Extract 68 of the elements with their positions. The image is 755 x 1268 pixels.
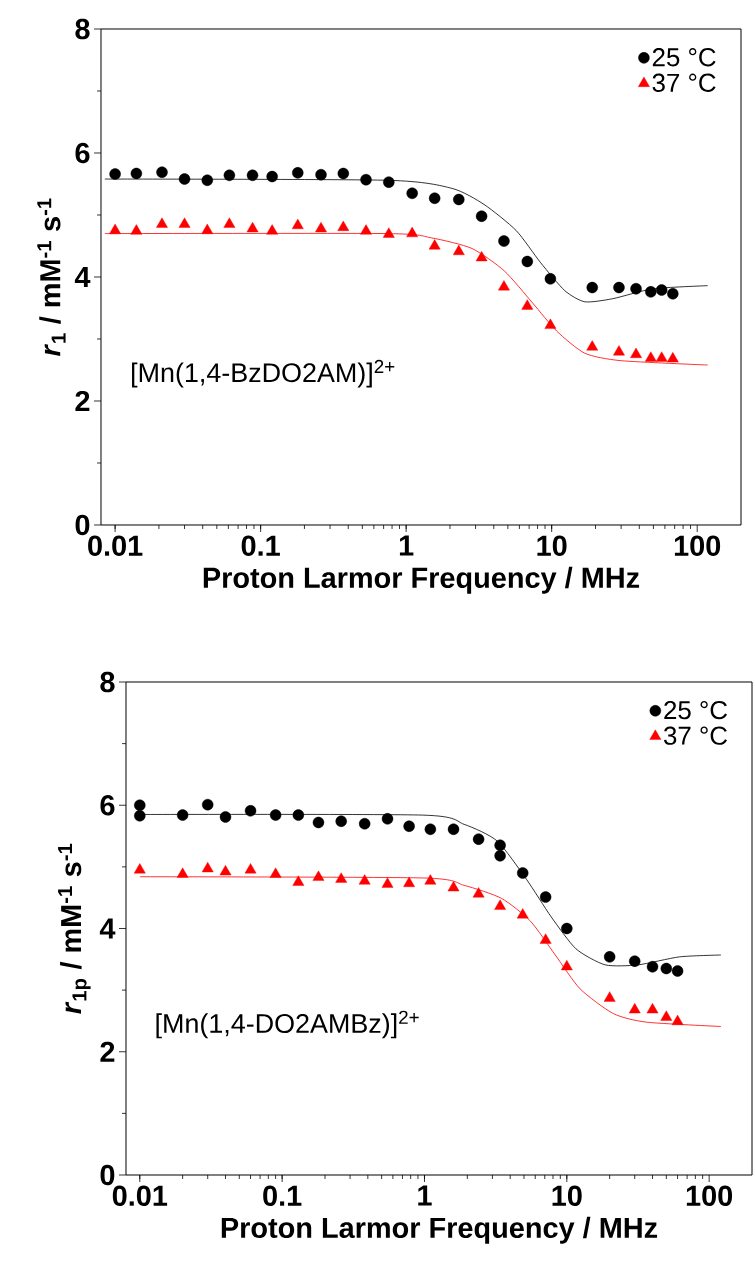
point — [498, 280, 510, 291]
point — [475, 210, 488, 222]
point — [521, 255, 533, 268]
x-tick-label: 0.01 — [88, 535, 143, 556]
y-tick-label: 0 — [100, 1164, 115, 1186]
point — [109, 168, 121, 180]
legend-label: 37 °C — [663, 726, 728, 745]
point — [246, 169, 259, 182]
x-tick-label: 0.1 — [241, 535, 280, 556]
point — [406, 187, 418, 199]
legend-label: 37 °C — [652, 73, 716, 92]
point — [544, 273, 557, 285]
point — [453, 193, 465, 206]
annotation: [Mn(1,4-DO2AMBz)]$^{2+}$ — [156, 1010, 419, 1039]
point — [109, 223, 121, 234]
annotation: [Mn(1,4-BzDO2AM)]$^{2+}$ — [132, 359, 395, 388]
x-tick-label: 100 — [686, 1185, 733, 1206]
point — [156, 217, 168, 228]
y-tick-label: 8 — [75, 18, 90, 40]
y-axis-title: r$_{1}$ / mM$^{-1}$ s$^{-1}$ — [37, 198, 66, 357]
y-tick-label: 6 — [75, 142, 90, 164]
x-tick-label: 100 — [674, 535, 721, 556]
y-tick-label: 6 — [100, 795, 115, 816]
x-tick-label: 1 — [418, 1185, 432, 1206]
point — [223, 217, 236, 228]
point — [337, 167, 350, 180]
x-axis-title: Proton Larmor Frequency / MHz — [203, 566, 640, 594]
point — [201, 223, 214, 234]
point — [544, 318, 557, 329]
y-tick-label: 4 — [99, 918, 116, 939]
legend-label: 25 °C — [652, 48, 716, 67]
point — [521, 299, 534, 310]
y-tick-label: 0 — [75, 514, 90, 536]
point — [428, 239, 441, 250]
y-tick-label: 4 — [74, 267, 91, 287]
y-tick-label: 2 — [100, 1041, 115, 1062]
x-tick-label: 1 — [399, 535, 414, 556]
point — [178, 217, 191, 228]
point — [498, 235, 510, 247]
y-tick-label: 2 — [75, 390, 90, 412]
point — [246, 221, 259, 233]
point — [428, 192, 441, 204]
point — [360, 173, 372, 186]
point — [291, 218, 304, 229]
point — [292, 167, 304, 179]
x-tick-label: 0.01 — [112, 1185, 168, 1206]
y-tick-label: 8 — [100, 671, 115, 693]
point — [201, 174, 213, 186]
point — [315, 168, 327, 181]
legend-label: 25 °C — [664, 700, 728, 720]
point — [337, 220, 350, 231]
y-axis-title: r$_{1p}$ / mM$^{-1}$ s$^{-1}$ — [58, 843, 91, 1014]
point — [383, 176, 395, 188]
point — [382, 227, 395, 238]
point — [406, 226, 418, 238]
x-tick-label: 10 — [552, 1185, 582, 1206]
x-tick-label: 10 — [537, 535, 567, 556]
point — [130, 224, 143, 235]
x-axis-title: Proton Larmor Frequency / MHz — [221, 1216, 658, 1244]
point — [178, 173, 191, 185]
point — [156, 166, 168, 178]
point — [223, 169, 236, 182]
point — [475, 251, 488, 262]
point — [130, 167, 143, 180]
point — [452, 244, 465, 256]
point — [360, 224, 372, 235]
x-tick-label: 0.1 — [263, 1185, 302, 1206]
point — [315, 221, 327, 233]
